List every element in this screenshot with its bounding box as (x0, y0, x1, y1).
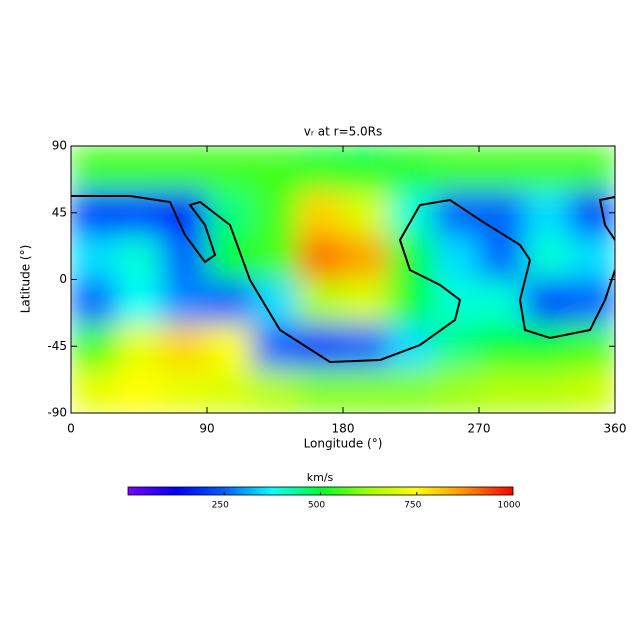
heatmap-cell (569, 368, 615, 413)
heatmap-cell (252, 190, 299, 236)
heatmap-cell (297, 146, 344, 191)
heatmap-cell (343, 190, 389, 236)
y-axis-label: Latitude (°) (19, 245, 33, 314)
heatmap-cell (252, 235, 299, 280)
colorbar-tick-label: 250 (212, 501, 229, 511)
heatmap-cell (161, 368, 208, 413)
heatmap-cell (343, 324, 389, 369)
heatmap-cell (116, 279, 163, 325)
heatmap-cell (388, 146, 435, 191)
heatmap-cell (297, 235, 344, 280)
heatmap-cell (433, 235, 480, 280)
heatmap-cell (569, 324, 615, 369)
heatmap-cell (479, 368, 525, 413)
heatmap-cell (116, 235, 163, 280)
heatmap-cell (433, 190, 480, 236)
heatmap-cell (388, 279, 435, 325)
heatmap-cell (71, 324, 117, 369)
x-tick-label: 360 (604, 422, 627, 436)
heatmap-cell (524, 279, 571, 325)
heatmap-cell (479, 146, 525, 191)
heatmap-cell (252, 146, 299, 191)
heatmap-cell (71, 279, 117, 325)
heatmap-cell (524, 146, 571, 191)
x-tick-label: 270 (468, 422, 491, 436)
heatmap-cell (207, 368, 253, 413)
heatmap-cell (161, 146, 208, 191)
heatmap-cell (116, 146, 163, 191)
y-tick-label: 45 (52, 205, 67, 219)
heatmap-cell (71, 146, 117, 191)
x-tick-label: 90 (199, 422, 214, 436)
plot-area (71, 146, 615, 413)
heatmap-cell (524, 235, 571, 280)
y-tick-label: -90 (47, 406, 67, 420)
y-tick-label: -45 (47, 339, 67, 353)
contour-line (71, 195, 615, 364)
heatmap-cell (479, 324, 525, 369)
heatmap-cell (207, 324, 253, 369)
heatmap-cell (433, 146, 480, 191)
y-tick-label: 90 (52, 139, 67, 153)
heatmap (71, 146, 615, 413)
heatmap-cell (343, 146, 389, 191)
colorbar-label: km/s (307, 471, 334, 484)
heatmap-cell (569, 146, 615, 191)
heatmap-cell (161, 324, 208, 369)
heatmap-cell (297, 279, 344, 325)
heatmap-cell (297, 190, 344, 236)
heatmap-cell (161, 279, 208, 325)
heatmap-cell (433, 324, 480, 369)
colorbar-tick-label: 1000 (498, 501, 521, 511)
heatmap-cell (71, 368, 117, 413)
heatmap-cell (116, 324, 163, 369)
heatmap-cell (388, 324, 435, 369)
heatmap-cell (207, 235, 253, 280)
x-tick-label: 0 (67, 422, 75, 436)
heatmap-cell (252, 368, 299, 413)
chart-title: vᵣ at r=5.0Rs (304, 125, 383, 139)
heatmap-cell (524, 190, 571, 236)
heatmap-cell (343, 235, 389, 280)
heatmap-cell (71, 235, 117, 280)
heatmap-cell (433, 368, 480, 413)
heatmap-cell (569, 279, 615, 325)
heatmap-cell (479, 190, 525, 236)
y-tick-label: 0 (59, 272, 67, 286)
heatmap-cell (252, 279, 299, 325)
x-axis-label: Longitude (°) (304, 437, 383, 451)
heatmap-cell (161, 190, 208, 236)
heatmap-cell (71, 190, 117, 236)
x-tick-label: 180 (332, 422, 355, 436)
heatmap-cell (343, 368, 389, 413)
heatmap-cell (161, 235, 208, 280)
heatmap-cell (343, 279, 389, 325)
heatmap-cell (479, 235, 525, 280)
heatmap-cell (388, 368, 435, 413)
heatmap-cell (297, 368, 344, 413)
heatmap-cell (524, 324, 571, 369)
heatmap-cell (388, 235, 435, 280)
heatmap-cell (207, 279, 253, 325)
heatmap-cell (524, 368, 571, 413)
heatmap-cell (207, 146, 253, 191)
heatmap-cell (388, 190, 435, 236)
heatmap-cell (252, 324, 299, 369)
colorbar-tick-label: 500 (308, 501, 325, 511)
heatmap-cell (116, 368, 163, 413)
heatmap-cell (569, 235, 615, 280)
heatmap-cell (479, 279, 525, 325)
colorbar-tick-label: 750 (404, 501, 421, 511)
